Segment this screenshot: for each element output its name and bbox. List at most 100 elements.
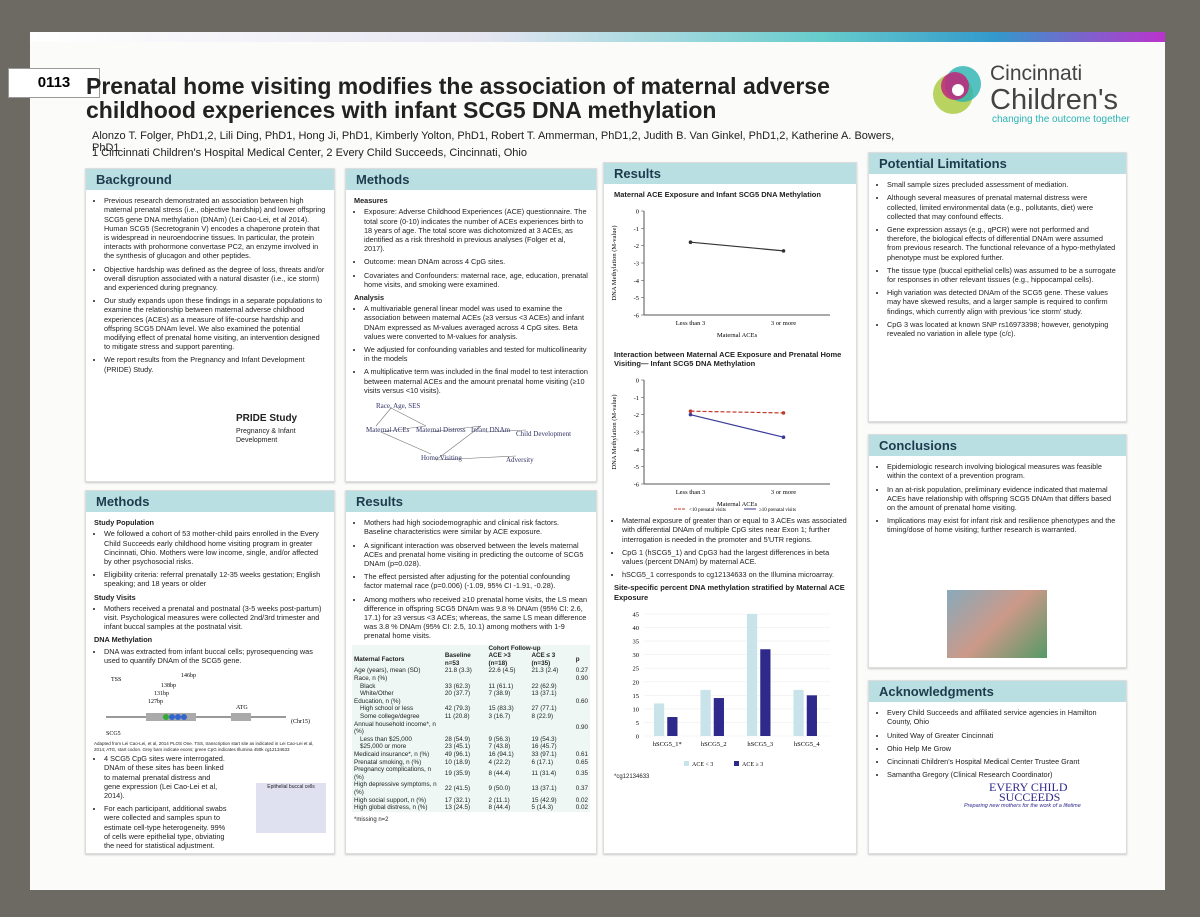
table-cell: Annual household income*, n (%) <box>354 720 436 736</box>
y-tick-label: -4 <box>634 278 640 285</box>
legend-label: <10 prenatal visits <box>689 508 726 512</box>
table-cell: 20 (37.7) <box>444 690 471 698</box>
table-row: $25,000 or more 23 (45.1) 7 (43.8) 16 (45.7… <box>352 743 590 751</box>
table-cell: 16 (94.1) <box>488 750 514 758</box>
section-body: Study PopulationWe followed a cohort of … <box>86 518 334 850</box>
bullet: We report results from the Pregnancy and… <box>104 355 326 373</box>
table-cell: 22 (41.5) <box>444 785 471 793</box>
table-cell: Some college/degree <box>360 712 420 720</box>
bar <box>806 695 817 736</box>
diagram-arrow <box>435 425 482 461</box>
cpg-site <box>175 714 181 721</box>
table-cell: 15 (42.9) <box>531 796 557 804</box>
y-tick-label: -5 <box>634 464 639 471</box>
table-cell: 22.6 (4.5) <box>488 667 516 675</box>
y-tick-label: 25 <box>633 666 640 673</box>
table-cell: 11 (31.4) <box>531 769 557 777</box>
stripe <box>30 32 1165 42</box>
y-axis-label: DNA Methylation (M-value) <box>611 394 618 469</box>
bullet: Mothers received a prenatal and postnata… <box>104 604 326 632</box>
gene-label: 127bp <box>148 699 163 705</box>
table-cell: 19 (54.3) <box>531 735 557 743</box>
logo-mark <box>925 54 995 124</box>
y-tick-label: -6 <box>634 313 640 320</box>
table-cell: 2 (11.1) <box>488 796 510 804</box>
table-cell <box>529 675 573 683</box>
table-cell: 19 (35.9) <box>444 769 471 777</box>
table-cell: 8 (44.4) <box>488 769 511 777</box>
y-tick-label: 30 <box>633 652 640 659</box>
bullet: The tissue type (buccal epithelial cells… <box>887 266 1118 284</box>
table-row: Some college/degree 11 (20.8) 3 (16.7) 8 (2… <box>352 713 590 721</box>
bullet: United Way of Greater Cincinnati <box>887 731 1118 740</box>
results-panel: Results Maternal ACE Exposure and Infant … <box>603 162 857 854</box>
y-tick-label: 35 <box>633 638 640 645</box>
table-cell: 0.90 <box>575 724 588 732</box>
section-heading: Results <box>346 491 596 513</box>
section-heading: Methods <box>346 169 596 191</box>
bullet-list: Every Child Succeeds and affiliated serv… <box>869 708 1118 779</box>
subheading: Measures <box>354 196 388 206</box>
bullet: Previous research demonstrated an associ… <box>104 196 326 260</box>
y-tick-label: -5 <box>634 296 639 303</box>
table-cell <box>574 736 590 744</box>
chart: 0 -1 -2 -3 -4 -5 -6 DNA Methylation (M-value) Ma… <box>611 209 830 339</box>
bullet: We followed a cohort of 53 mother-child … <box>104 529 326 566</box>
background-panel: Background PRIDE Study Pregnancy & Infan… <box>85 168 335 482</box>
ecs-tagline: Preparing new mothers for the work of a … <box>964 802 1081 809</box>
bullet: Among mothers who received ≥10 prenatal … <box>364 595 588 641</box>
poster-id: 0113 <box>8 68 100 98</box>
y-tick-label: -4 <box>634 447 640 454</box>
exon <box>231 713 251 722</box>
conclusions-panel: Conclusions Epidemiologic research invol… <box>868 434 1127 668</box>
table-cell: 5 (14.3) <box>531 804 554 812</box>
point <box>781 435 786 440</box>
gene-diagram: TSS 146bp 138bp 131bp 127bp ATG SCG5 (Chr15) <box>106 673 310 737</box>
diagram-arrow <box>390 407 427 427</box>
diagram-node: Race, Age, SES <box>376 402 420 410</box>
bullet-list: Previous research demonstrated an associ… <box>86 196 326 374</box>
table-cell <box>529 698 573 706</box>
table-cell: 0.35 <box>575 769 588 777</box>
bullet: Although several measures of prenatal ma… <box>887 193 1118 221</box>
table-cell <box>443 675 487 683</box>
title: Prenatal home visiting modifies the asso… <box>86 73 830 123</box>
gene-label: (Chr15) <box>291 718 310 725</box>
table-cell: 9 (56.3) <box>488 735 511 743</box>
photo <box>947 590 1047 658</box>
x-tick-label: Less than 3 <box>676 320 706 327</box>
bullet: Cincinnati Children's Hospital Medical C… <box>887 757 1118 766</box>
table-cell: 22 (62.9) <box>531 682 557 690</box>
section-body: Small sample sizes precluded assessment … <box>869 180 1126 338</box>
table-row: High school or less 42 (79.3) 15 (83.3) 27 … <box>352 705 590 713</box>
bullet: A significant interaction was observed b… <box>364 541 588 569</box>
table-cell: 8 (44.4) <box>488 804 511 812</box>
x-axis-label: Maternal ACEs <box>717 501 758 508</box>
table-cell: $25,000 or more <box>360 743 407 751</box>
table-cell: 17 (32.1) <box>444 796 471 804</box>
table-cell: 4 (22.2) <box>488 758 511 766</box>
table-row: White/Other 20 (37.7) 7 (38.9) 13 (37.1) <box>352 690 590 698</box>
y-tick-label: -2 <box>634 412 639 419</box>
point <box>781 249 786 254</box>
table-cell: 0.60 <box>575 697 588 705</box>
y-tick-label: -6 <box>634 482 640 489</box>
chart-footnote: *cg12134633 <box>614 774 650 781</box>
bullet: A multivariable general linear model was… <box>364 304 588 341</box>
table-cell: 13 (37.1) <box>531 690 557 698</box>
bar <box>793 689 804 736</box>
bullet: Implications may exist for infant risk a… <box>887 516 1118 534</box>
y-tick-label: -1 <box>634 226 639 233</box>
bullet: Every Child Succeeds and affiliated serv… <box>887 708 1118 726</box>
gene-label: TSS <box>111 677 121 683</box>
diagram-arrow <box>380 431 432 455</box>
table-row: Medicaid insurance*, n (%) 49 (96.1) 16 (9… <box>352 751 590 759</box>
table-cell: 0.61 <box>575 750 588 758</box>
bar <box>760 649 771 736</box>
table-row: Race, n (%) 0.90 <box>352 675 590 683</box>
section-heading: Potential Limitations <box>869 153 1126 175</box>
table-cell: Black <box>360 682 376 690</box>
bullet: Outcome: mean DNAm across 4 CpG sites. <box>364 257 588 266</box>
table-cell: 49 (96.1) <box>444 750 471 758</box>
